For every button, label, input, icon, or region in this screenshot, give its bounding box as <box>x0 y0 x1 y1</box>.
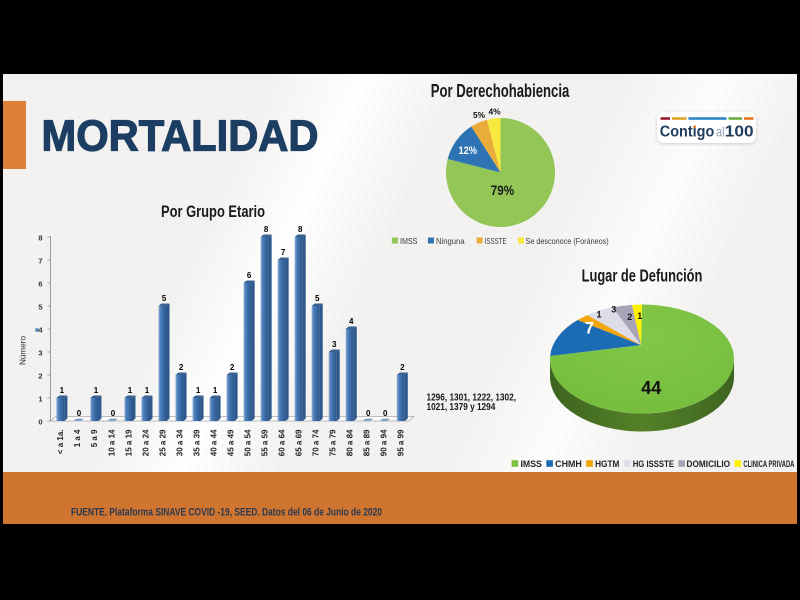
svg-text:4: 4 <box>349 317 354 326</box>
svg-text:0: 0 <box>38 418 42 427</box>
svg-text:Por Derechohabiencia: Por Derechohabiencia <box>431 80 570 101</box>
svg-text:MORTALIDAD: MORTALIDAD <box>42 112 319 161</box>
svg-text:5: 5 <box>38 303 42 312</box>
svg-text:3: 3 <box>611 305 616 315</box>
svg-text:75 a 79: 75 a 79 <box>329 429 338 456</box>
svg-text:< a 1a.: < a 1a. <box>56 430 65 455</box>
svg-text:CLINICA PRIVADA: CLINICA PRIVADA <box>743 459 794 469</box>
svg-text:5: 5 <box>315 294 320 303</box>
svg-text:1: 1 <box>94 386 99 395</box>
svg-text:Por Grupo Etario: Por Grupo Etario <box>161 202 265 221</box>
svg-text:7: 7 <box>38 257 42 266</box>
svg-text:55 a 59: 55 a 59 <box>260 429 269 456</box>
svg-text:1: 1 <box>637 311 642 321</box>
svg-text:0: 0 <box>77 409 82 418</box>
svg-text:85 a 89: 85 a 89 <box>363 429 372 456</box>
svg-text:7: 7 <box>281 248 286 257</box>
svg-text:ISSSTE: ISSSTE <box>485 236 507 246</box>
svg-text:8: 8 <box>298 225 303 234</box>
svg-text:1: 1 <box>196 386 201 395</box>
svg-text:1: 1 <box>128 386 133 395</box>
svg-text:10 a 14: 10 a 14 <box>107 429 116 456</box>
svg-text:Se desconoce (Foráneos): Se desconoce (Foráneos) <box>526 236 609 246</box>
svg-text:100: 100 <box>725 123 754 140</box>
svg-text:1: 1 <box>145 386 150 395</box>
svg-text:2: 2 <box>627 312 632 322</box>
svg-text:5: 5 <box>162 294 167 303</box>
svg-text:Ninguna: Ninguna <box>436 236 465 246</box>
svg-text:1: 1 <box>596 310 601 320</box>
svg-text:44: 44 <box>641 377 662 398</box>
svg-text:6: 6 <box>38 280 42 289</box>
svg-text:HG ISSSTE: HG ISSSTE <box>633 459 674 469</box>
svg-text:5%: 5% <box>473 110 486 120</box>
svg-text:0: 0 <box>111 409 116 418</box>
svg-text:7: 7 <box>585 320 594 338</box>
svg-text:20 a 24: 20 a 24 <box>141 429 150 456</box>
svg-text:DOMICILIO: DOMICILIO <box>687 459 731 469</box>
svg-text:3: 3 <box>38 349 42 358</box>
svg-text:2: 2 <box>38 372 42 381</box>
svg-text:2: 2 <box>179 363 184 372</box>
svg-text:3: 3 <box>332 340 337 349</box>
svg-text:79%: 79% <box>491 183 514 198</box>
svg-text:Lugar de Defunción: Lugar de Defunción <box>582 265 703 285</box>
svg-text:45 a 49: 45 a 49 <box>226 429 235 456</box>
svg-text:2: 2 <box>230 363 235 372</box>
svg-text:IMSS: IMSS <box>521 459 543 469</box>
svg-text:IMSS: IMSS <box>400 236 418 246</box>
svg-text:FUENTE. Plataforma SINAVE COVI: FUENTE. Plataforma SINAVE COVID -19, SEE… <box>71 506 382 518</box>
svg-text:70 a 74: 70 a 74 <box>312 429 321 456</box>
svg-text:6: 6 <box>247 271 252 280</box>
svg-text:8: 8 <box>264 225 269 234</box>
svg-text:12%: 12% <box>458 145 477 157</box>
svg-text:1: 1 <box>213 386 218 395</box>
svg-text:1021, 1379 y 1294: 1021, 1379 y 1294 <box>427 402 496 413</box>
svg-text:15 a 19: 15 a 19 <box>124 429 133 456</box>
svg-text:40 a 44: 40 a 44 <box>209 429 218 456</box>
svg-text:1 a 4: 1 a 4 <box>73 429 82 447</box>
svg-text:0: 0 <box>366 409 371 418</box>
svg-text:1: 1 <box>60 386 65 395</box>
svg-text:0: 0 <box>383 409 388 418</box>
svg-text:Contıgo: Contıgo <box>660 123 715 140</box>
svg-text:8: 8 <box>38 234 42 243</box>
svg-text:4%: 4% <box>489 107 502 117</box>
svg-text:80 a 84: 80 a 84 <box>346 429 355 456</box>
svg-text:30 a 34: 30 a 34 <box>175 429 184 456</box>
svg-text:al: al <box>716 123 725 139</box>
svg-text:5 a 9: 5 a 9 <box>90 429 99 447</box>
svg-text:25 a 29: 25 a 29 <box>158 429 167 456</box>
svg-text:1296, 1301, 1222, 1302,: 1296, 1301, 1222, 1302, <box>427 393 517 404</box>
svg-text:65 a 69: 65 a 69 <box>294 429 303 456</box>
svg-text:2: 2 <box>400 363 405 372</box>
svg-text:Número: Número <box>18 336 28 365</box>
svg-text:50 a 54: 50 a 54 <box>243 429 252 456</box>
svg-text:HGTM: HGTM <box>595 459 619 469</box>
svg-text:CHMH: CHMH <box>555 459 582 469</box>
svg-text:60 a 64: 60 a 64 <box>277 429 286 456</box>
svg-text:4: 4 <box>38 326 43 335</box>
svg-text:95 a 99: 95 a 99 <box>397 429 406 456</box>
svg-text:1: 1 <box>38 395 42 404</box>
svg-text:90 a 94: 90 a 94 <box>380 429 389 456</box>
svg-text:35 a 39: 35 a 39 <box>192 429 201 456</box>
